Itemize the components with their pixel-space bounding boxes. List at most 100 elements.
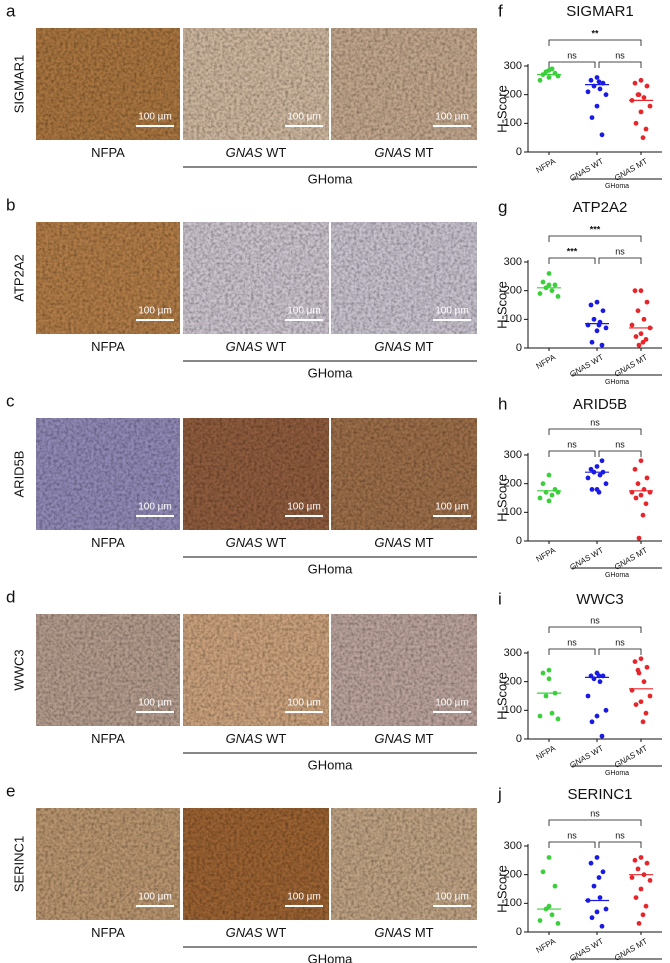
panel-letter: d <box>6 587 15 606</box>
y-tick-label: 200 <box>504 285 522 297</box>
data-point <box>537 713 543 719</box>
panel-letter: b <box>6 195 15 214</box>
ihc-image <box>331 808 477 920</box>
significance-label: ns <box>590 615 600 625</box>
significance-bracket <box>598 257 642 264</box>
y-tick-label: 300 <box>504 256 522 268</box>
data-point <box>546 667 552 673</box>
ihc-image <box>331 28 477 140</box>
group-text: NFPA <box>535 156 558 174</box>
data-point <box>638 109 644 115</box>
scale-label: 100 µm <box>435 306 469 317</box>
ihc-image <box>36 614 180 726</box>
ihc-image <box>331 222 477 334</box>
y-tick-label: 300 <box>504 449 522 461</box>
gene-name: GNAS <box>568 360 593 379</box>
y-tick-label: 0 <box>516 535 522 547</box>
data-point <box>638 458 644 464</box>
data-point <box>589 719 595 725</box>
gene-name: GNAS <box>613 750 638 769</box>
gene-name: GNAS <box>613 359 638 378</box>
data-point <box>546 855 552 860</box>
data-point <box>540 869 546 875</box>
significance-bracket <box>548 626 642 633</box>
scale-label: 100 µm <box>435 892 469 903</box>
data-point <box>633 334 639 339</box>
group-label: NFPA <box>91 339 125 354</box>
data-point <box>552 883 558 889</box>
y-tick-label: 100 <box>504 704 522 716</box>
data-point <box>644 299 650 305</box>
data-point <box>594 103 600 109</box>
data-point <box>596 875 602 880</box>
parent-group-label: GHoma <box>308 951 354 963</box>
significance-label: ns <box>615 50 625 60</box>
gene-name: GNAS <box>374 731 411 746</box>
data-point <box>603 481 609 487</box>
data-point <box>632 857 638 863</box>
scale-label: 100 µm <box>138 892 172 903</box>
ihc-image <box>183 222 329 334</box>
data-point <box>549 288 555 294</box>
parent-group-label: GHoma <box>308 757 354 772</box>
data-point <box>632 659 638 664</box>
data-point <box>588 302 594 308</box>
group-text: NFPA <box>91 925 125 940</box>
significance-bracket <box>548 648 596 655</box>
significance-label: ns <box>615 830 625 840</box>
group-text: WT <box>590 937 605 951</box>
chart-title: ARID5B <box>573 396 627 413</box>
data-point <box>540 481 546 487</box>
group-label: GNAS MT <box>374 731 433 746</box>
gene-name: GNAS <box>374 535 411 550</box>
data-point <box>588 77 594 83</box>
data-point <box>633 120 639 126</box>
data-point <box>641 316 647 322</box>
panel-letter: c <box>6 391 15 410</box>
scale-label: 100 µm <box>287 502 321 513</box>
group-text: MT <box>415 535 434 550</box>
scale-label: 100 µm <box>287 112 321 123</box>
y-axis-label: H-Score <box>494 672 509 720</box>
y-tick-label: 100 <box>504 506 522 518</box>
data-point <box>600 308 606 314</box>
group-text: NFPA <box>535 545 558 563</box>
data-point <box>585 89 591 95</box>
data-point <box>596 489 602 495</box>
data-point <box>588 860 594 866</box>
data-point <box>643 337 649 342</box>
group-label: GNAS WT <box>226 731 287 746</box>
significance-label: *** <box>567 246 578 256</box>
gene-name: GNAS <box>226 731 263 746</box>
data-point <box>603 325 609 331</box>
group-label: GNAS MT <box>374 925 433 940</box>
group-text: WT <box>266 339 286 354</box>
gene-name: GNAS <box>568 751 593 770</box>
significance-label: ** <box>591 28 599 38</box>
data-point <box>591 883 597 889</box>
gene-name: GNAS <box>613 943 638 962</box>
data-point <box>585 475 591 481</box>
data-point <box>546 472 552 478</box>
significance-label: ns <box>615 246 625 256</box>
data-point <box>597 86 603 92</box>
parent-group-label: GHoma <box>605 572 629 579</box>
significance-bracket <box>598 61 642 68</box>
data-point <box>599 458 605 464</box>
group-text: NFPA <box>91 145 125 160</box>
data-point <box>594 75 600 80</box>
data-point <box>589 339 595 345</box>
significance-label: ns <box>567 830 577 840</box>
data-point <box>638 331 644 337</box>
data-point <box>636 535 642 541</box>
data-point <box>644 83 650 89</box>
scale-label: 100 µm <box>287 892 321 903</box>
parent-group-label: GHoma <box>605 183 629 190</box>
data-point <box>589 115 595 120</box>
parent-group-label: GHoma <box>308 365 354 380</box>
data-point <box>638 288 644 294</box>
data-point <box>635 481 641 487</box>
group-text: NFPA <box>535 936 558 954</box>
data-point <box>591 316 597 322</box>
gene-name: GNAS <box>374 145 411 160</box>
